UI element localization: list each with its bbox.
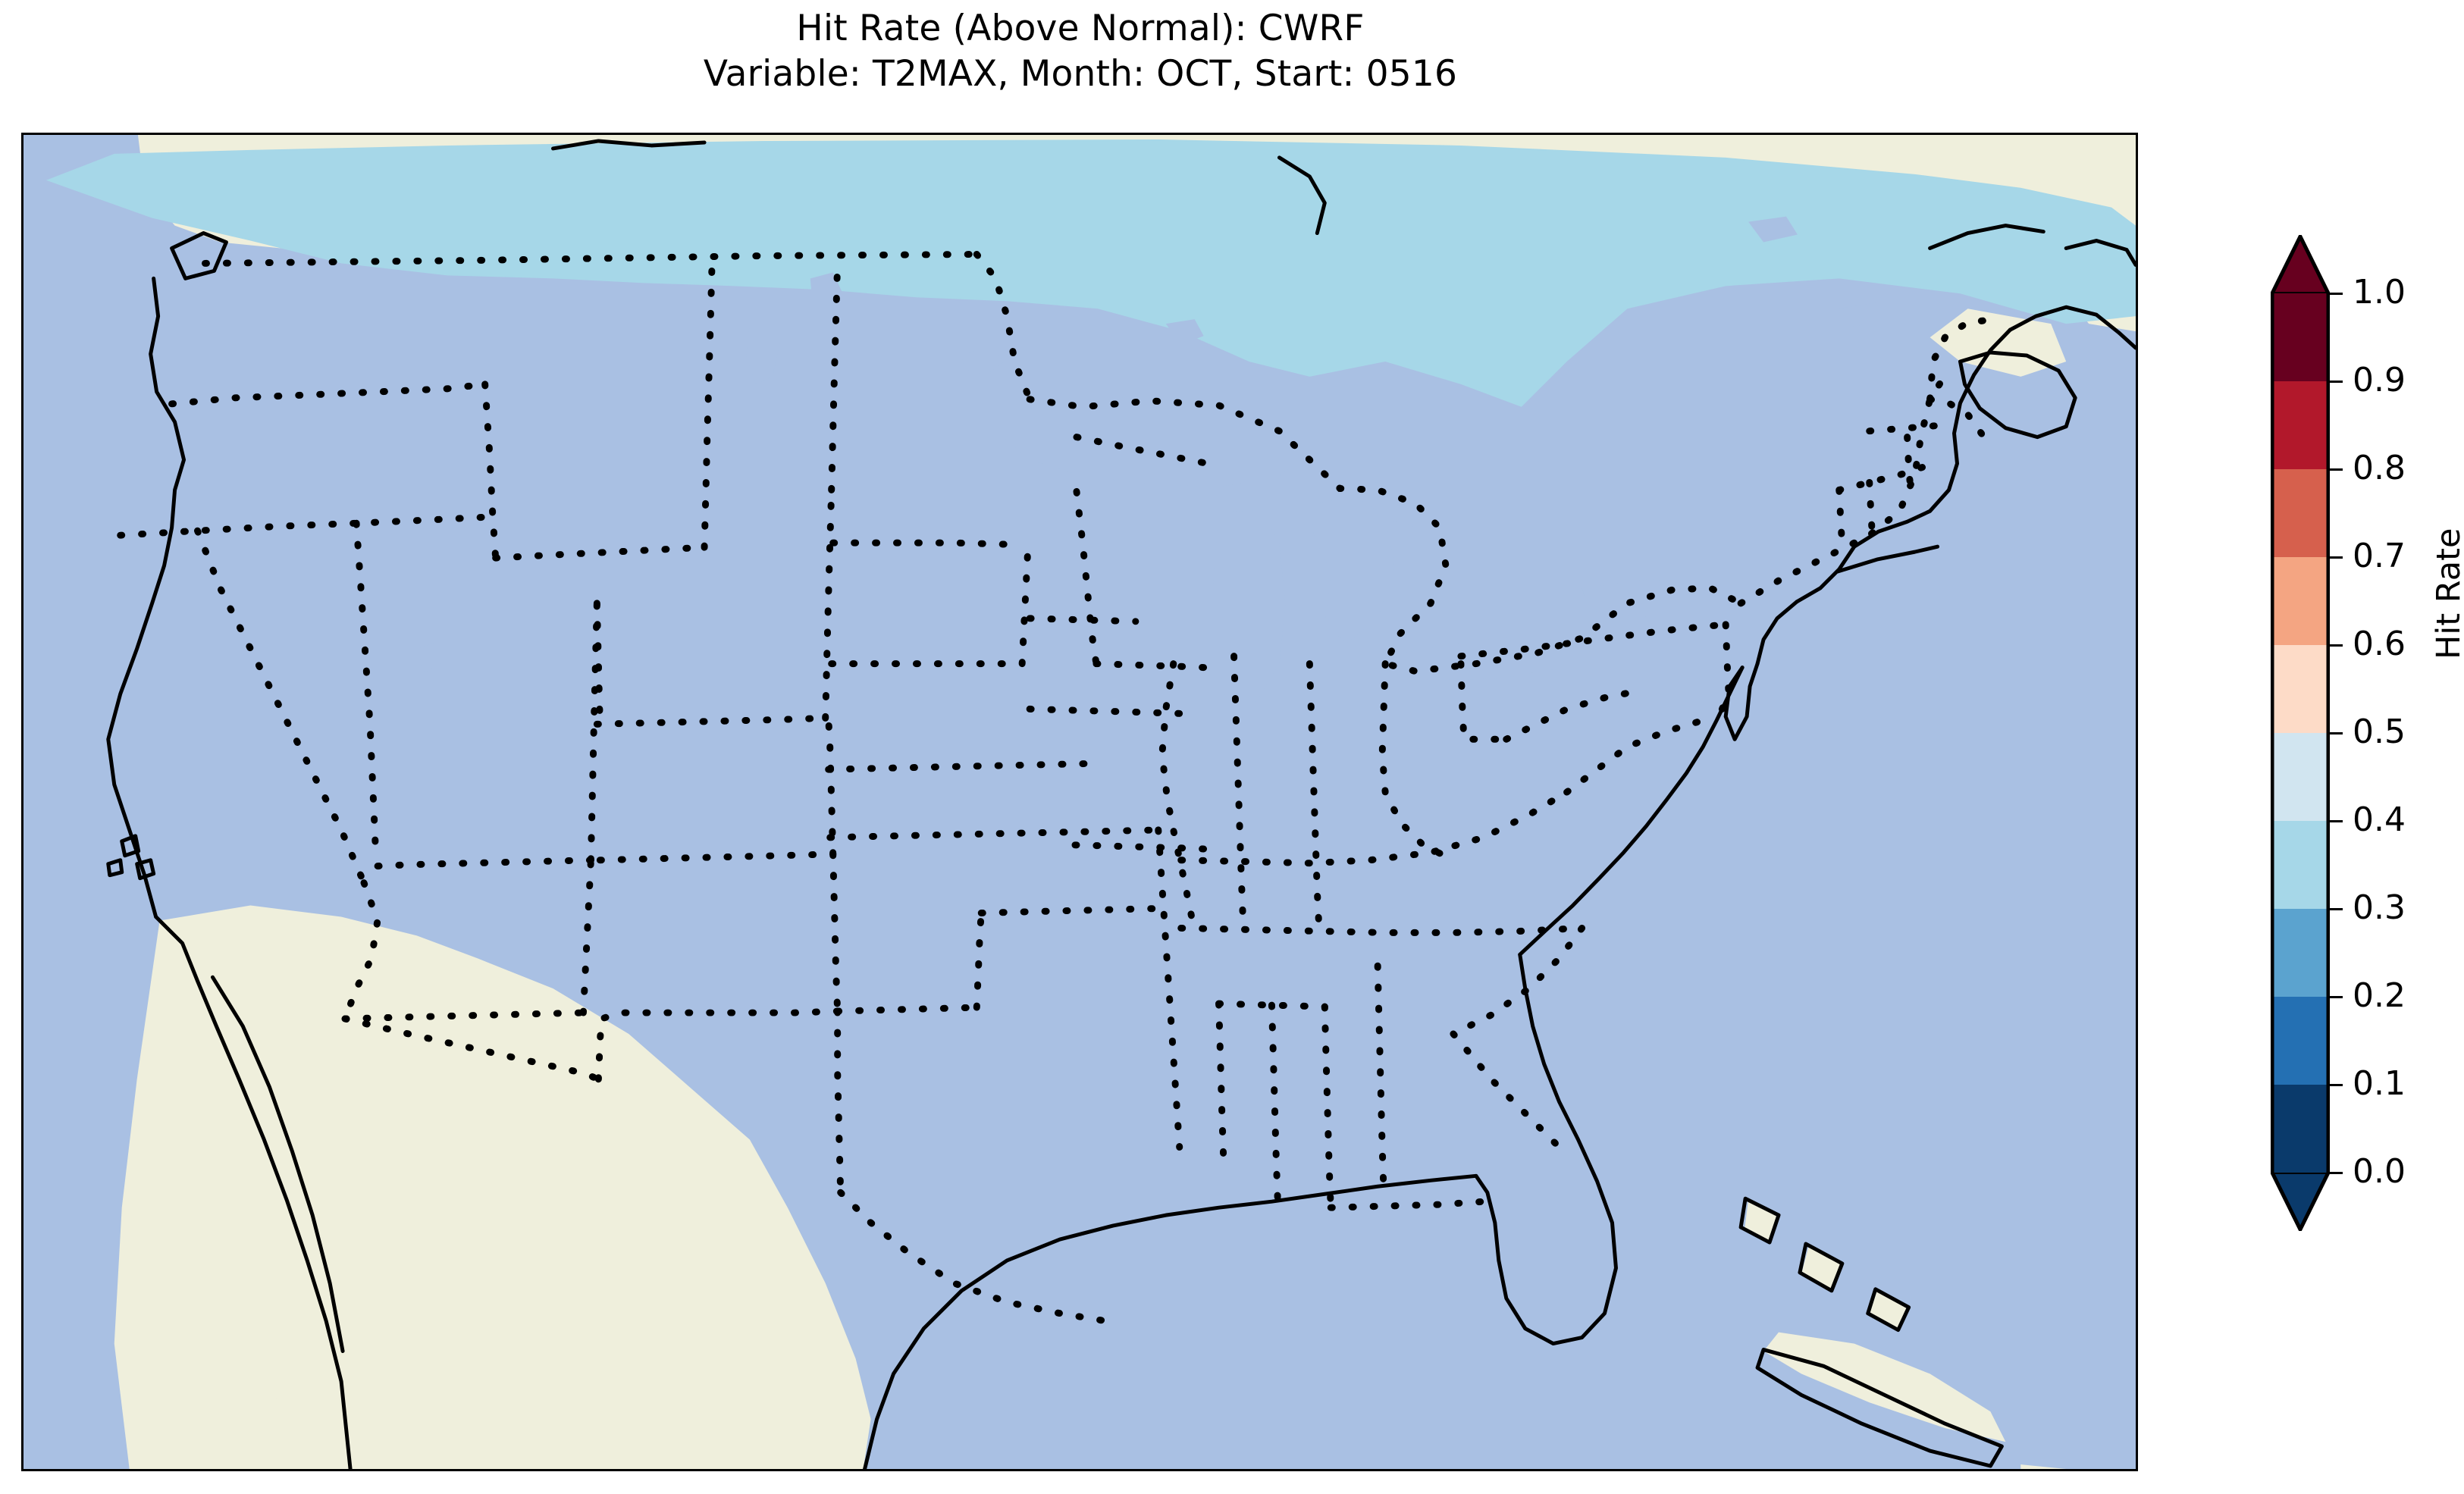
tick-label: 0.6 [2353,625,2406,663]
tick-label: 0.3 [2353,888,2406,927]
colorbar[interactable]: 1.0 0.9 0.8 0.7 0.6 0.5 [2267,235,2464,1273]
map-plot [24,135,2136,1469]
map-axes[interactable] [21,133,2138,1471]
colorbar-band-0.0-0.1 [2271,1085,2330,1173]
tick-mark [2330,556,2343,559]
tick-label: 0.5 [2353,713,2406,751]
coastlines [106,139,2136,1469]
tick-label: 0.4 [2353,800,2406,839]
tick-mark [2330,731,2343,734]
tick-label: 0.8 [2353,449,2406,487]
tick-label: 0.7 [2353,537,2406,575]
title-line-1: Hit Rate (Above Normal): CWRF [796,8,1365,49]
title-line-2: Variable: T2MAX, Month: OCT, Start: 0516 [703,53,1458,95]
tick-label: 0.2 [2353,976,2406,1015]
great-lakes [416,216,1886,702]
tick-mark [2330,1083,2343,1086]
tick-mark [2330,995,2343,998]
colorbar-band-0.5-0.6 [2271,645,2330,733]
colorbar-band-0.7-0.8 [2271,469,2330,557]
colorbar-band-0.9-1.0 [2271,293,2330,381]
tick-label: 0.1 [2353,1064,2406,1103]
tick-mark [2330,907,2343,910]
colorbar-band-0.8-0.9 [2271,381,2330,469]
tick-mark [2330,292,2343,295]
colorbar-ticks: 1.0 0.9 0.8 0.7 0.6 0.5 [2330,276,2459,1189]
tick-label: 0.0 [2353,1152,2406,1191]
colorbar-axis-label: Hit Rate [2430,528,2464,659]
colorbar-band-0.3-0.4 [2271,821,2330,909]
tick-mark [2330,819,2343,822]
colorbar-band-0.6-0.7 [2271,557,2330,645]
tick-mark [2330,644,2343,647]
tick-label: 0.9 [2353,361,2406,399]
colorbar-under-arrow [2271,1173,2330,1231]
colorbar-band-0.4-0.5 [2271,733,2330,821]
colorbar-bands [2271,293,2330,1173]
colorbar-band-0.1-0.2 [2271,997,2330,1085]
figure-title: Hit Rate (Above Normal): CWRF Variable: … [0,6,2161,97]
tick-label: 1.0 [2353,273,2406,312]
colorbar-band-0.2-0.3 [2271,909,2330,997]
colorbar-over-arrow [2271,235,2330,293]
tick-mark [2330,380,2343,383]
state-borders [117,250,2002,1325]
tick-mark [2330,1171,2343,1174]
tick-mark [2330,468,2343,471]
